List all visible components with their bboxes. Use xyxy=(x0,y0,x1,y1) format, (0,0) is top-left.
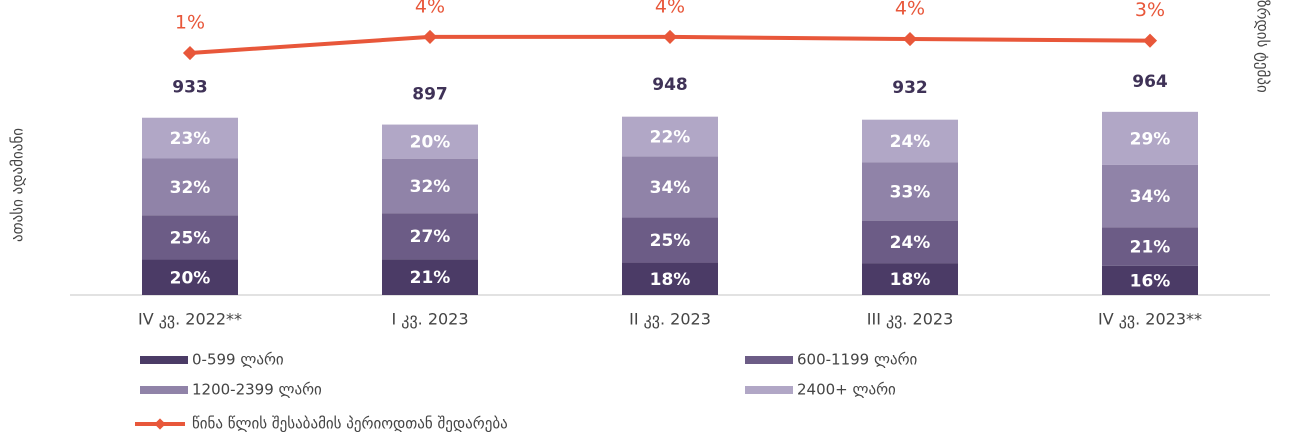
legend-label: 2400+ ლარი xyxy=(797,381,896,399)
total-label: 897 xyxy=(412,85,448,105)
total-label: 932 xyxy=(892,78,928,98)
bar-segment xyxy=(622,116,718,157)
line-label: 4% xyxy=(655,0,685,17)
bar-segment xyxy=(622,262,718,295)
bar-segment xyxy=(382,213,478,260)
segment-label: 23% xyxy=(170,129,211,149)
segment-label: 16% xyxy=(1130,271,1171,291)
line-marker xyxy=(902,31,918,47)
segment-label: 34% xyxy=(650,178,691,198)
legend-swatch xyxy=(140,386,188,394)
total-label: 933 xyxy=(172,78,208,98)
segment-label: 27% xyxy=(410,227,451,247)
legend-swatch xyxy=(745,386,793,394)
segment-label: 33% xyxy=(890,182,931,202)
bar-segment xyxy=(142,117,238,159)
line-marker xyxy=(422,29,438,44)
segment-label: 32% xyxy=(410,177,451,197)
bar-segment xyxy=(622,156,718,218)
line-marker xyxy=(662,29,678,44)
x-tick-label: II კვ. 2023 xyxy=(629,310,711,329)
segment-label: 24% xyxy=(890,132,931,152)
bar-segment xyxy=(382,158,478,214)
segment-label: 22% xyxy=(650,127,691,147)
bar-segment xyxy=(142,259,238,295)
bar-segment xyxy=(1102,111,1198,165)
segment-label: 32% xyxy=(170,178,211,198)
x-tick-label: I კვ. 2023 xyxy=(391,310,468,329)
legend-swatch xyxy=(140,356,188,364)
segment-label: 21% xyxy=(1130,237,1171,257)
segment-label: 20% xyxy=(410,133,451,153)
legend-label: 600-1199 ლარი xyxy=(797,351,918,369)
legend-swatch xyxy=(745,356,793,364)
x-tick-label: IV კვ. 2022** xyxy=(138,310,242,329)
legend-swatch-marker xyxy=(154,418,166,430)
segment-label: 24% xyxy=(890,233,931,253)
bar-segment xyxy=(862,263,958,295)
segment-label: 25% xyxy=(170,228,211,248)
bar-segment xyxy=(622,217,718,263)
segment-label: 21% xyxy=(410,268,451,288)
legend-label: 0-599 ლარი xyxy=(192,351,284,369)
bar-segment xyxy=(382,124,478,159)
line-marker xyxy=(1142,33,1158,48)
line-label: 1% xyxy=(175,12,205,34)
segment-label: 18% xyxy=(890,270,931,290)
bar-segment xyxy=(1102,227,1198,266)
segment-label: 18% xyxy=(650,270,691,290)
bar-segment xyxy=(1102,164,1198,228)
x-tick-label: III კვ. 2023 xyxy=(867,310,954,329)
y-axis-label: ათასი ადამიანი xyxy=(9,128,27,242)
legend-label: 1200-2399 ლარი xyxy=(192,381,322,399)
bar-segment xyxy=(862,162,958,221)
line-label: 3% xyxy=(1135,0,1165,21)
bar-segment xyxy=(862,119,958,163)
total-label: 948 xyxy=(652,75,688,95)
segment-label: 20% xyxy=(170,268,211,288)
bar-segment xyxy=(382,259,478,295)
segment-label: 34% xyxy=(1130,187,1171,207)
total-label: 964 xyxy=(1132,72,1168,92)
bar-segment xyxy=(1102,265,1198,295)
bar-segment xyxy=(142,215,238,260)
legend-label: წინა წლის შესაბამის პერიოდთან შედარება xyxy=(192,415,508,433)
line-label: 4% xyxy=(415,0,445,17)
x-tick-label: IV კვ. 2023** xyxy=(1098,310,1202,329)
line-label: 4% xyxy=(895,0,925,20)
line-marker xyxy=(182,45,198,61)
bar-segment xyxy=(862,220,958,264)
segment-label: 25% xyxy=(650,231,691,251)
segment-label: 29% xyxy=(1130,129,1171,149)
bar-segment xyxy=(142,158,238,216)
y2-axis-label: ზრდის ტემპი xyxy=(1254,0,1272,93)
